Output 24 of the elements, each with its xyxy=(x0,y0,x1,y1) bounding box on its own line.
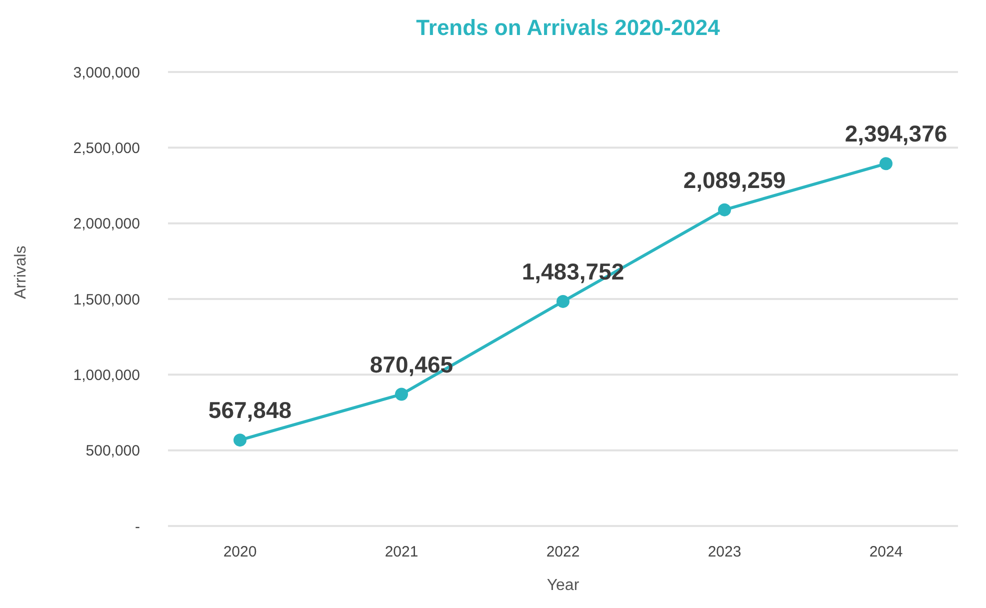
y-tick-label: 1,000,000 xyxy=(73,366,140,384)
y-tick-label: 2,500,000 xyxy=(73,140,140,157)
y-axis-title: Arrivals xyxy=(12,246,30,299)
y-tick-label: 2,000,000 xyxy=(73,216,140,233)
point xyxy=(556,294,570,308)
x-tick-label: 2021 xyxy=(384,544,418,561)
x-tick-label: 2023 xyxy=(708,544,742,561)
x-tick-label: 2020 xyxy=(223,544,257,561)
y-tick-label: 1,500,000 xyxy=(73,291,140,308)
point xyxy=(718,203,731,216)
x-tick-label: 2024 xyxy=(869,544,903,561)
y-tick-label: - xyxy=(135,518,140,536)
data-label: 567,848 xyxy=(208,397,292,424)
point xyxy=(395,388,408,401)
x-tick-label: 2022 xyxy=(546,544,580,561)
y-tick-label: 500,000 xyxy=(86,442,140,460)
data-label: 870,465 xyxy=(370,351,454,378)
x-axis-title: Year xyxy=(546,577,580,594)
point xyxy=(880,157,892,170)
data-label: 2,089,259 xyxy=(683,166,786,193)
y-tick-label: 3,000,000 xyxy=(73,64,140,82)
data-label: 2,394,376 xyxy=(844,120,948,147)
chart-title: Trends on Arrivals 2020-2024 xyxy=(415,14,721,42)
point xyxy=(234,434,246,447)
